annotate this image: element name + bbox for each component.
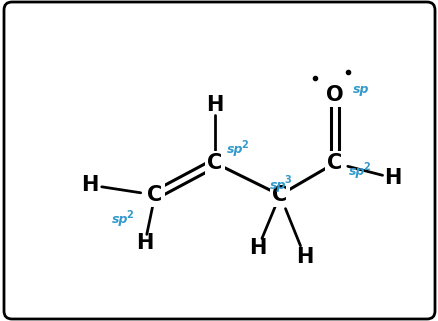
Text: 2: 2 [362, 162, 369, 172]
Text: C: C [207, 153, 222, 173]
Text: sp: sp [269, 178, 286, 192]
Text: 2: 2 [240, 140, 247, 150]
Text: H: H [383, 168, 401, 188]
Text: H: H [81, 175, 99, 195]
Text: C: C [147, 185, 162, 205]
Text: H: H [136, 233, 153, 253]
Text: H: H [296, 247, 313, 267]
Text: C: C [272, 185, 287, 205]
Text: sp: sp [352, 83, 369, 97]
FancyBboxPatch shape [4, 2, 434, 319]
Text: sp: sp [348, 166, 365, 178]
Text: O: O [325, 85, 343, 105]
Text: sp: sp [112, 213, 128, 227]
Text: 3: 3 [283, 175, 290, 185]
Text: C: C [327, 153, 342, 173]
Text: 2: 2 [126, 210, 132, 220]
Text: H: H [206, 95, 223, 115]
Text: sp: sp [226, 143, 243, 157]
Text: H: H [249, 238, 266, 258]
